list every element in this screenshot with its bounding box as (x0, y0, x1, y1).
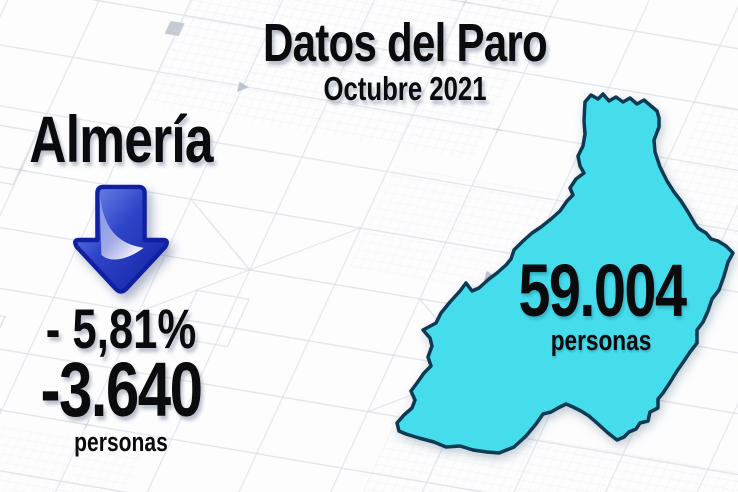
percent-change-value: - 5,81% (45, 297, 197, 360)
absolute-change-value: -3.640 (40, 347, 204, 433)
unemployed-total-value: 59.004 (518, 249, 687, 332)
down-arrow-icon (71, 184, 171, 294)
region-title: Almería (29, 102, 213, 176)
period-subtitle: Octubre 2021 (323, 70, 487, 107)
absolute-change-unit: personas (74, 427, 168, 457)
unemployed-total-unit: personas (550, 325, 652, 357)
page-title: Datos del Paro (262, 13, 548, 73)
